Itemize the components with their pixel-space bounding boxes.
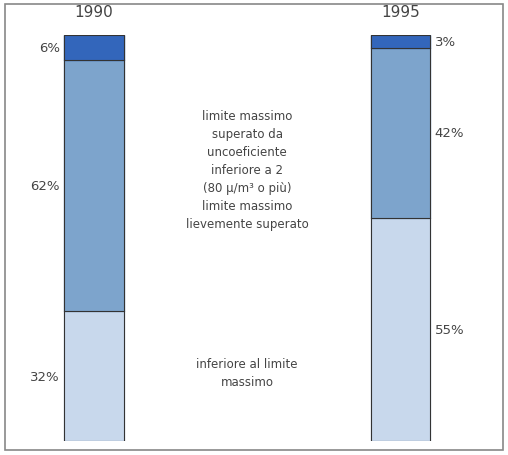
Text: limite massimo
lievemente superato: limite massimo lievemente superato bbox=[186, 199, 308, 230]
Bar bbox=[370, 36, 430, 49]
Text: 3%: 3% bbox=[434, 36, 456, 49]
Text: limite massimo
superato da
uncoeficiente
inferiore a 2
(80 μ/m³ o più): limite massimo superato da uncoeficiente… bbox=[202, 109, 292, 194]
Bar bbox=[370, 49, 430, 218]
Bar bbox=[64, 36, 124, 61]
Text: 62%: 62% bbox=[30, 180, 60, 193]
Bar bbox=[64, 312, 124, 441]
Text: 42%: 42% bbox=[434, 127, 464, 140]
Bar bbox=[64, 36, 124, 441]
Text: 55%: 55% bbox=[434, 324, 464, 337]
Bar bbox=[64, 61, 124, 312]
Text: 6%: 6% bbox=[39, 42, 60, 55]
Bar bbox=[370, 36, 430, 441]
Text: 1995: 1995 bbox=[381, 5, 420, 20]
Text: 32%: 32% bbox=[30, 370, 60, 383]
Bar bbox=[370, 218, 430, 441]
Text: inferiore al limite
massimo: inferiore al limite massimo bbox=[197, 357, 298, 388]
Text: 1990: 1990 bbox=[75, 5, 113, 20]
